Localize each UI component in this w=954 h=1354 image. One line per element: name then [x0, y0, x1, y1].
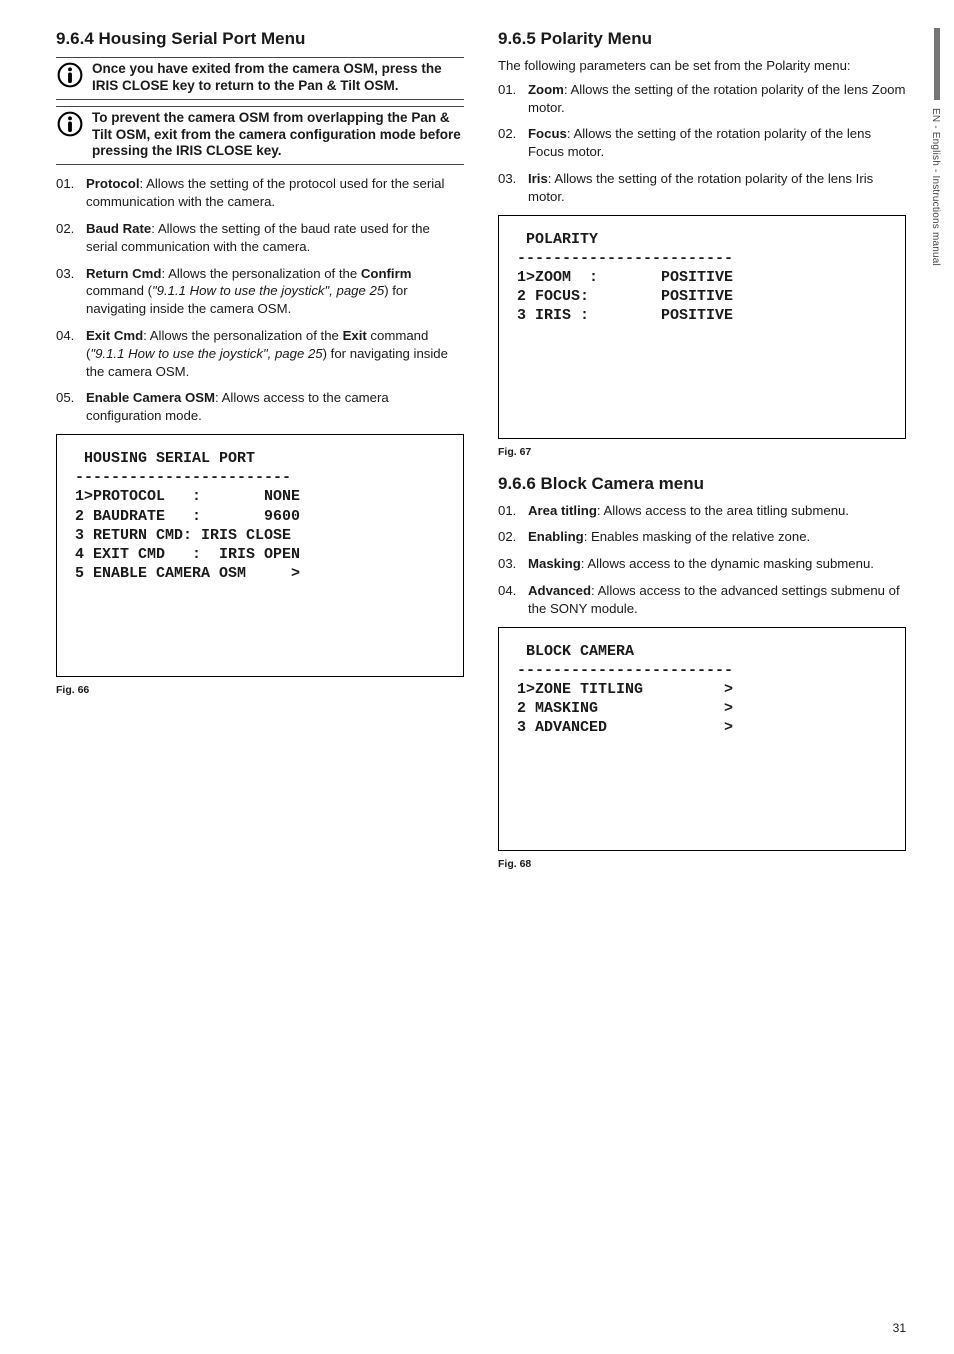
step-term: Confirm	[361, 266, 412, 281]
step-term: Return Cmd	[86, 266, 161, 281]
osd-line: 1>ZOOM : POSITIVE	[517, 269, 733, 286]
info-text-2: To prevent the camera OSM from overlappi…	[92, 110, 464, 161]
steps-9-6-4: Protocol: Allows the setting of the prot…	[56, 175, 464, 425]
cross-ref: "9.1.1 How to use the joystick", page 25	[152, 283, 384, 298]
osd-line: 1>PROTOCOL : NONE	[75, 488, 300, 505]
info-icon	[56, 61, 84, 89]
steps-9-6-6: Area titling: Allows access to the area …	[498, 502, 906, 618]
heading-9-6-4: 9.6.4 Housing Serial Port Menu	[56, 28, 464, 51]
step-item: Return Cmd: Allows the personalization o…	[56, 265, 464, 318]
step-term: Area titling	[528, 503, 597, 518]
fig-caption-68: Fig. 68	[498, 857, 906, 871]
step-item: Focus: Allows the setting of the rotatio…	[498, 125, 906, 161]
two-column-layout: 9.6.4 Housing Serial Port Menu Once you …	[56, 28, 906, 871]
steps-9-6-5: Zoom: Allows the setting of the rotation…	[498, 81, 906, 206]
side-tab: EN - English - Instructions manual	[922, 28, 940, 348]
step-item: Area titling: Allows access to the area …	[498, 502, 906, 520]
fig-caption-67: Fig. 67	[498, 445, 906, 459]
step-desc: : Allows the setting of the rotation pol…	[528, 171, 873, 204]
step-term: Focus	[528, 126, 567, 141]
step-desc: : Allows the personalization of the	[143, 328, 342, 343]
step-term: Masking	[528, 556, 581, 571]
fig-caption-66: Fig. 66	[56, 683, 464, 697]
osd-rule: ------------------------	[75, 469, 291, 486]
osd-line: 5 ENABLE CAMERA OSM >	[75, 565, 300, 582]
side-tab-bar	[934, 28, 940, 100]
step-desc: : Enables masking of the relative zone.	[584, 529, 811, 544]
step-desc: command (	[86, 283, 152, 298]
heading-9-6-6: 9.6.6 Block Camera menu	[498, 473, 906, 496]
step-term: Exit	[343, 328, 367, 343]
osd-title: POLARITY	[517, 231, 598, 248]
step-term: Iris	[528, 171, 548, 186]
step-item: Enable Camera OSM: Allows access to the …	[56, 389, 464, 425]
osd-line: 4 EXIT CMD : IRIS OPEN	[75, 546, 300, 563]
step-term: Enabling	[528, 529, 584, 544]
osd-housing-serial-port: HOUSING SERIAL PORT --------------------…	[56, 434, 464, 677]
step-desc: : Allows the setting of the protocol use…	[86, 176, 444, 209]
osd-line: 1>ZONE TITLING >	[517, 681, 733, 698]
osd-title: BLOCK CAMERA	[517, 643, 634, 660]
osd-line: 3 RETURN CMD: IRIS CLOSE	[75, 527, 291, 544]
step-item: Enabling: Enables masking of the relativ…	[498, 528, 906, 546]
step-desc: : Allows access to the area titling subm…	[597, 503, 849, 518]
step-desc: : Allows the personalization of the	[161, 266, 360, 281]
step-term: Zoom	[528, 82, 564, 97]
right-column: 9.6.5 Polarity Menu The following parame…	[498, 28, 906, 871]
osd-line: 3 IRIS : POSITIVE	[517, 307, 733, 324]
osd-line: 2 MASKING >	[517, 700, 733, 717]
step-item: Advanced: Allows access to the advanced …	[498, 582, 906, 618]
step-term: Protocol	[86, 176, 139, 191]
info-icon	[56, 110, 84, 138]
step-term: Enable Camera OSM	[86, 390, 215, 405]
side-tab-label: EN - English - Instructions manual	[929, 108, 943, 266]
step-desc: : Allows the setting of the rotation pol…	[528, 126, 871, 159]
osd-rule: ------------------------	[517, 662, 733, 679]
osd-rule: ------------------------	[517, 250, 733, 267]
osd-polarity: POLARITY ------------------------ 1>ZOOM…	[498, 215, 906, 439]
step-item: Zoom: Allows the setting of the rotation…	[498, 81, 906, 117]
info-box-2: To prevent the camera OSM from overlappi…	[56, 106, 464, 166]
step-item: Protocol: Allows the setting of the prot…	[56, 175, 464, 211]
step-item: Exit Cmd: Allows the personalization of …	[56, 327, 464, 380]
step-desc: : Allows the setting of the rotation pol…	[528, 82, 906, 115]
step-term: Baud Rate	[86, 221, 151, 236]
step-desc: : Allows access to the dynamic masking s…	[581, 556, 874, 571]
osd-block-camera: BLOCK CAMERA ------------------------ 1>…	[498, 627, 906, 851]
step-term: Exit Cmd	[86, 328, 143, 343]
left-column: 9.6.4 Housing Serial Port Menu Once you …	[56, 28, 464, 871]
step-item: Baud Rate: Allows the setting of the bau…	[56, 220, 464, 256]
step-item: Masking: Allows access to the dynamic ma…	[498, 555, 906, 573]
step-item: Iris: Allows the setting of the rotation…	[498, 170, 906, 206]
heading-9-6-5: 9.6.5 Polarity Menu	[498, 28, 906, 51]
page-number: 31	[893, 1320, 906, 1336]
osd-line: 3 ADVANCED >	[517, 719, 733, 736]
osd-line: 2 FOCUS: POSITIVE	[517, 288, 733, 305]
cross-ref: "9.1.1 How to use the joystick", page 25	[90, 346, 322, 361]
info-text-1: Once you have exited from the camera OSM…	[92, 61, 464, 95]
osd-line: 2 BAUDRATE : 9600	[75, 508, 300, 525]
intro-9-6-5: The following parameters can be set from…	[498, 57, 906, 75]
osd-title: HOUSING SERIAL PORT	[75, 450, 255, 467]
step-term: Advanced	[528, 583, 591, 598]
info-box-1: Once you have exited from the camera OSM…	[56, 57, 464, 100]
